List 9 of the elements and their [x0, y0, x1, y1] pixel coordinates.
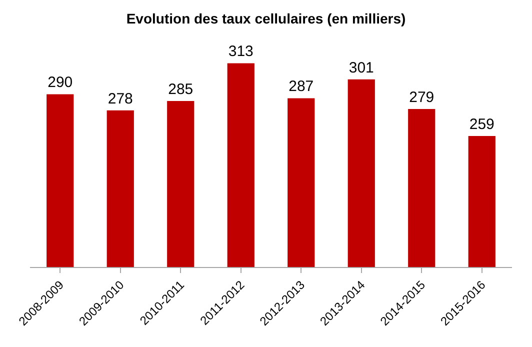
data-label: 285	[168, 80, 194, 98]
data-label: 278	[108, 90, 133, 108]
data-label: 301	[348, 59, 374, 76]
data-label: 313	[228, 43, 254, 60]
data-label: 287	[288, 78, 314, 96]
data-label: 279	[409, 89, 434, 106]
chart-title: Evolution des taux cellulaires (en milliers)	[126, 10, 406, 27]
data-label: 290	[48, 74, 73, 92]
data-label: 259	[469, 116, 494, 133]
